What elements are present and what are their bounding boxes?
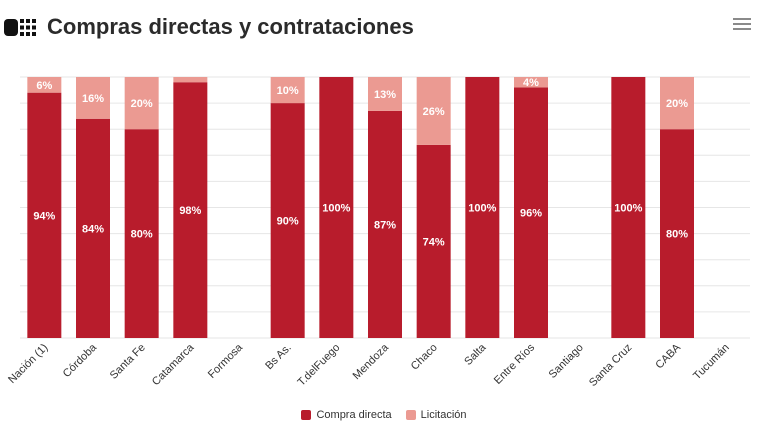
bar-compra-directa (27, 92, 62, 338)
bar-compra-directa (173, 82, 208, 338)
x-tick-label: CABA (653, 341, 683, 371)
x-tick-label: Chaco (409, 342, 440, 373)
data-label-compra-directa: 100% (614, 203, 642, 215)
chart-title: Compras directas y contrataciones (47, 14, 414, 39)
bar-compra-directa (76, 118, 110, 338)
data-label-compra-directa: 84% (82, 223, 104, 235)
bar-compra-directa (270, 103, 305, 338)
x-tick-label: Salta (462, 341, 489, 368)
data-label-compra-directa: 80% (666, 229, 688, 241)
data-label-licitacion: 4% (523, 77, 539, 89)
data-label-compra-directa: 98% (179, 205, 201, 217)
hamburger-menu-icon[interactable] (733, 18, 751, 34)
bar-compra-directa (368, 110, 402, 339)
x-tick-label: Formosa (206, 341, 246, 381)
data-label-licitacion: 13% (374, 89, 396, 101)
data-label-compra-directa: 100% (468, 203, 496, 215)
bar-compra-directa (611, 77, 646, 338)
x-tick-label: Córdoba (61, 341, 100, 380)
x-tick-label: Santa Cruz (587, 342, 634, 389)
bar-compra-directa (319, 77, 354, 338)
data-label-licitacion: 16% (82, 93, 104, 105)
data-label-licitacion: 20% (666, 98, 688, 110)
legend-swatch-licitacion (405, 410, 416, 420)
bar-licitacion (416, 77, 451, 145)
data-label-licitacion: 20% (131, 98, 153, 110)
bar-compra-directa (660, 129, 694, 338)
chart-header: Compras directas y contrataciones (0, 0, 768, 60)
bar-licitacion (270, 77, 305, 104)
chart-legend: Compra directa Licitación (0, 409, 768, 421)
x-tick-label: Entre Ríos (492, 341, 538, 387)
bar-licitacion (124, 77, 159, 130)
bar-compra-directa (514, 87, 548, 338)
legend-label-licitacion: Licitación (420, 409, 467, 421)
x-tick-label: Tucumán (691, 342, 732, 383)
bar-compra-directa (416, 144, 451, 338)
x-tick-label: Nación (1) (6, 342, 50, 386)
data-label-compra-directa: 96% (520, 208, 542, 220)
bar-licitacion (514, 77, 548, 88)
grid-logo-icon (4, 19, 36, 36)
bar-compra-directa (465, 77, 500, 338)
x-tick-label: Santiago (547, 342, 586, 381)
x-tick-label: T.delFuego (295, 342, 342, 389)
data-label-compra-directa: 90% (277, 216, 299, 228)
data-label-compra-directa: 100% (322, 203, 350, 215)
bar-licitacion (368, 77, 402, 111)
legend-item-compra-directa[interactable]: Compra directa (301, 409, 392, 421)
legend-item-licitacion[interactable]: Licitación (405, 409, 467, 421)
data-label-compra-directa: 94% (33, 210, 55, 222)
bar-licitacion (27, 77, 62, 93)
legend-swatch-compra-directa (301, 410, 312, 420)
data-label-compra-directa: 74% (423, 236, 445, 248)
bar-compra-directa (124, 129, 159, 338)
x-tick-label: Mendoza (351, 341, 392, 382)
bar-licitacion (76, 77, 110, 119)
data-label-licitacion: 6% (36, 80, 52, 92)
bar-licitacion (660, 77, 694, 130)
data-label-licitacion: 10% (277, 85, 299, 97)
data-label-compra-directa: 87% (374, 219, 396, 231)
x-tick-label: Catamarca (150, 341, 197, 388)
legend-label-compra-directa: Compra directa (316, 409, 392, 421)
data-label-compra-directa: 80% (131, 229, 153, 241)
x-tick-label: Bs As. (263, 342, 294, 373)
bar-licitacion (173, 77, 208, 83)
x-tick-label: Santa Fe (108, 342, 148, 382)
data-label-licitacion: 26% (423, 106, 445, 118)
